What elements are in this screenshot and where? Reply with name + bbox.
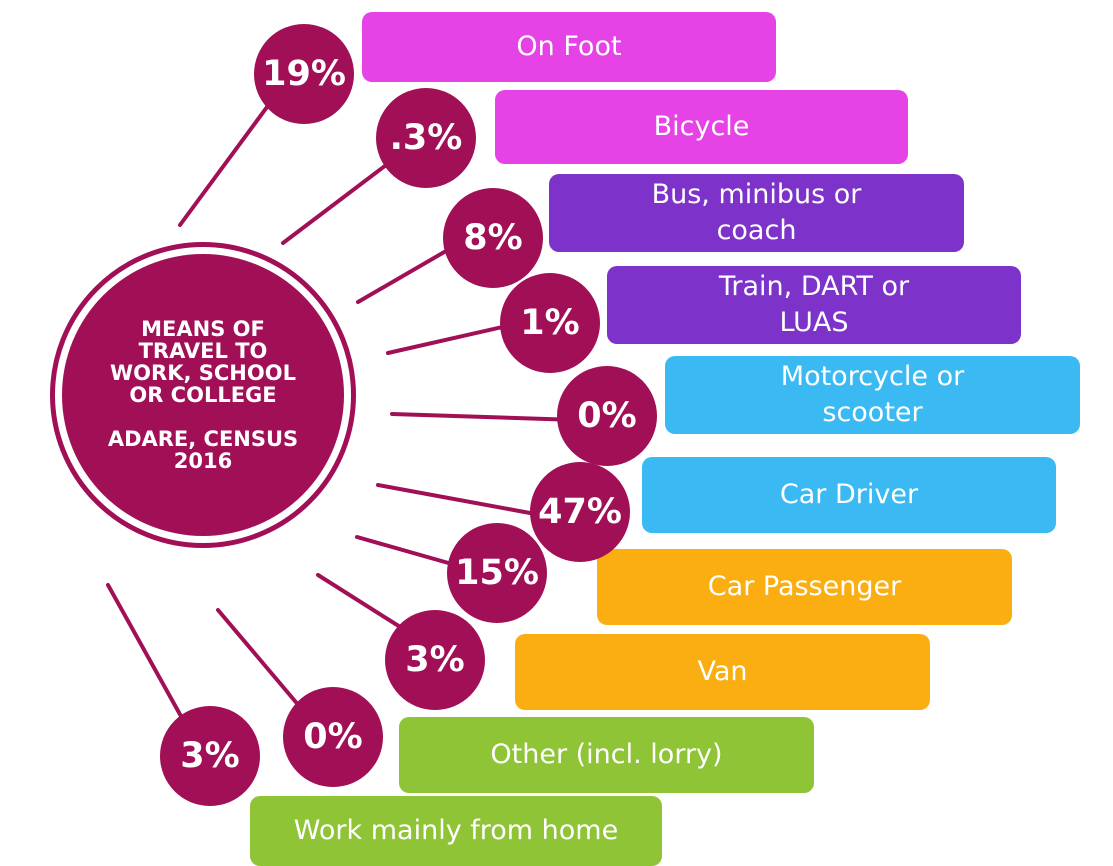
percent-bicycle: .3% <box>376 88 476 188</box>
connector-van <box>316 573 407 632</box>
hub-title: MEANS OF TRAVEL TO WORK, SCHOOL OR COLLE… <box>110 317 296 407</box>
percent-work-home: 3% <box>160 706 260 806</box>
bar-label-motorcycle-line2: scooter <box>822 397 923 428</box>
connector-work-home <box>106 583 184 720</box>
connector-motorcycle <box>390 412 579 422</box>
bar-label-other: Other (incl. lorry) <box>490 739 723 770</box>
bar-label-train-line2: LUAS <box>779 307 849 338</box>
bar-label-train-line1: Train, DART or <box>718 271 910 302</box>
percent-on-foot: 19% <box>254 24 354 124</box>
bar-on-foot: On Foot <box>362 12 776 82</box>
percent-other: 0% <box>283 687 383 787</box>
connector-car-driver <box>376 483 532 515</box>
bar-label-bus-line2: coach <box>716 215 797 246</box>
connector-train <box>386 321 522 355</box>
percent-van: 3% <box>385 610 485 710</box>
bar-train: Train, DART or LUAS <box>607 266 1021 344</box>
bar-other: Other (incl. lorry) <box>399 717 814 793</box>
bar-bus: Bus, minibus or coach <box>549 174 964 252</box>
bar-label-van: Van <box>697 656 748 687</box>
bar-label-bus-line1: Bus, minibus or <box>651 179 862 210</box>
bar-car-driver: Car Driver <box>642 457 1056 533</box>
hub-subtitle: ADARE, CENSUS 2016 <box>107 427 299 473</box>
bar-label-car-driver: Car Driver <box>779 479 919 510</box>
hub-inner: MEANS OF TRAVEL TO WORK, SCHOOL OR COLLE… <box>62 254 344 536</box>
bar-label-on-foot: On Foot <box>516 31 622 62</box>
percent-bus: 8% <box>443 188 543 288</box>
percent-train: 1% <box>500 273 600 373</box>
bar-label-work-home: Work mainly from home <box>293 815 619 846</box>
bar-car-passenger: Car Passenger <box>597 549 1012 625</box>
percent-car-driver: 47% <box>530 462 630 562</box>
bar-motorcycle: Motorcycle or scooter <box>665 356 1080 434</box>
bar-van: Van <box>515 634 930 710</box>
bar-work-home: Work mainly from home <box>250 796 662 866</box>
hub-circle: MEANS OF TRAVEL TO WORK, SCHOOL OR COLLE… <box>50 242 356 548</box>
bar-label-motorcycle-line1: Motorcycle or <box>780 361 965 392</box>
bar-bicycle: Bicycle <box>495 90 908 164</box>
bar-label-car-passenger: Car Passenger <box>707 571 902 602</box>
bar-label-bicycle: Bicycle <box>653 111 750 142</box>
percent-motorcycle: 0% <box>557 366 657 466</box>
percent-car-passenger: 15% <box>447 523 547 623</box>
connector-other <box>216 608 302 709</box>
